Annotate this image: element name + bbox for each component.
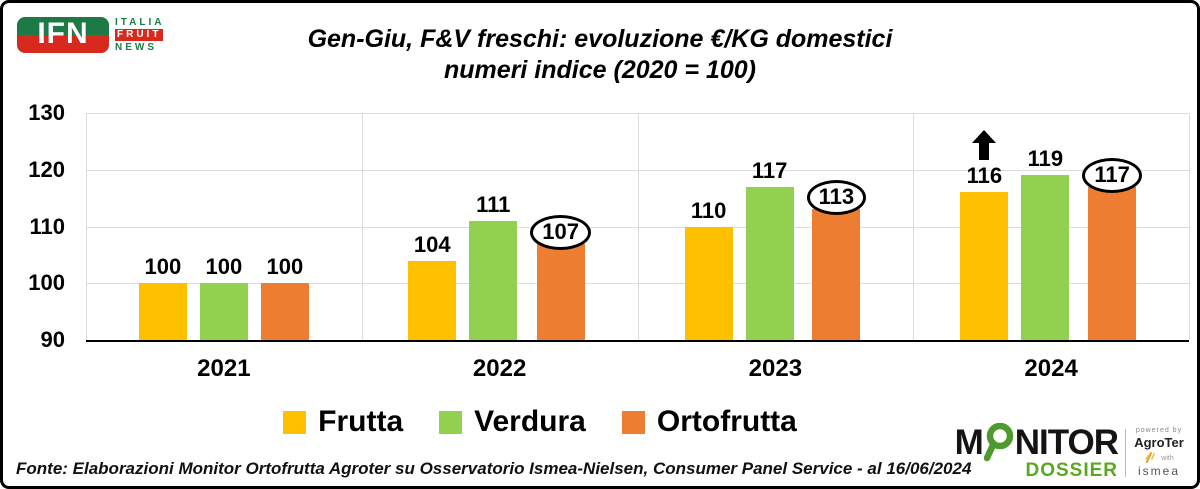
bar-label: 100 xyxy=(144,254,182,280)
bar-wrap: 116 xyxy=(960,113,1009,340)
monitor-wordmark: M NITOR DOSSIER xyxy=(954,422,1119,482)
up-arrow-icon xyxy=(972,130,997,161)
magnifier-icon xyxy=(983,422,1014,463)
gridline-v xyxy=(637,113,639,340)
bar-label-circled: 107 xyxy=(530,214,591,250)
bar-verdura-2023 xyxy=(745,186,794,340)
bar-ortofrutta-2023 xyxy=(812,209,861,340)
with-label: with xyxy=(1161,455,1174,462)
bar-label: 110 xyxy=(690,197,727,223)
x-axis-label: 2024 xyxy=(1024,355,1078,382)
bar-group-2022: 104 111 107 xyxy=(362,113,638,340)
powered-by-block: powered by AgroTer with ismea xyxy=(1133,427,1185,478)
ifn-italia-label: ITALIA xyxy=(115,17,165,28)
bar-wrap: 113 xyxy=(806,113,867,340)
bar-groups: 100 100 100 104 111 107 110 117 113 116 119 117 xyxy=(86,113,1189,340)
chart-title-line1: Gen-Giu, F&V freschi: evoluzione €/KG do… xyxy=(307,25,893,53)
bar-ortofrutta-2021 xyxy=(260,283,309,340)
bar-ortofrutta-2022 xyxy=(536,243,585,340)
x-axis-labels: 2021 2022 2023 2024 xyxy=(86,355,1189,383)
bar-wrap: 117 xyxy=(1082,113,1142,340)
ifn-news-label: NEWS xyxy=(115,42,157,53)
bar-wrap: 100 xyxy=(260,113,309,340)
bar-frutta-2024 xyxy=(960,192,1009,340)
wheat-icon xyxy=(1144,451,1157,463)
monitor-word-nitor: NITOR xyxy=(1014,423,1119,462)
bar-ortofrutta-2024 xyxy=(1088,186,1137,340)
legend-label: Frutta xyxy=(318,405,404,438)
ifn-badge-icon: IFN xyxy=(17,17,109,53)
bar-label: 100 xyxy=(266,254,304,280)
ismea-label: ismea xyxy=(1137,464,1180,478)
with-row: with xyxy=(1144,451,1174,463)
bar-frutta-2021 xyxy=(138,283,187,340)
bar-wrap: 100 xyxy=(199,113,248,340)
monitor-dossier-logo: M NITOR DOSSIER powered by AgroTer xyxy=(954,422,1185,482)
y-axis-label: 110 xyxy=(29,213,66,239)
y-axis-label: 90 xyxy=(40,327,65,352)
x-axis-label: 2021 xyxy=(197,355,251,382)
footer-source: Fonte: Elaborazioni Monitor Ortofrutta A… xyxy=(16,459,972,478)
legend-swatch xyxy=(439,410,463,434)
gridline-v xyxy=(361,113,363,340)
gridline-v xyxy=(913,113,915,340)
y-axis-labels: 130 120 110 100 90 xyxy=(19,100,65,353)
bar-verdura-2024 xyxy=(1021,175,1070,340)
bar-group-2021: 100 100 100 xyxy=(86,113,362,340)
chart-title: Gen-Giu, F&V freschi: evoluzione €/KG do… xyxy=(3,24,1197,86)
bar-label-circled: 117 xyxy=(1082,157,1142,193)
ifn-logo: IFN ITALIA FRUIT NEWS xyxy=(17,17,164,53)
y-axis-label: 100 xyxy=(28,270,65,296)
bar-wrap: 104 xyxy=(408,113,457,340)
chart-title-line2: numeri indice (2020 = 100) xyxy=(444,56,756,84)
bar-wrap: 107 xyxy=(530,113,591,340)
bar-frutta-2023 xyxy=(684,226,733,340)
x-axis-label: 2022 xyxy=(472,355,527,382)
bar-wrap: 110 xyxy=(684,113,733,340)
bar-wrap: 111 xyxy=(469,113,518,340)
legend: Frutta Verdura Ortofrutta xyxy=(3,405,1077,439)
bar-label: 119 xyxy=(1027,146,1064,172)
y-axis-label: 130 xyxy=(28,100,65,125)
legend-label: Verdura xyxy=(474,405,586,438)
legend-item-ortofrutta: Ortofrutta xyxy=(621,405,797,439)
legend-item-frutta: Frutta xyxy=(283,405,403,439)
legend-item-verdura: Verdura xyxy=(439,405,586,439)
ifn-logo-text: ITALIA FRUIT NEWS xyxy=(115,17,164,53)
bar-label: 100 xyxy=(205,254,243,280)
bar-label-circled: 113 xyxy=(806,180,867,216)
monitor-word-m: M xyxy=(954,423,984,462)
gridline-v xyxy=(86,113,87,340)
bar-group-2023: 110 117 113 xyxy=(638,113,914,340)
powered-by-label: powered by xyxy=(1135,427,1183,434)
logo-divider xyxy=(1125,428,1126,477)
dossier-label: DOSSIER xyxy=(1025,460,1118,481)
bar-frutta-2022 xyxy=(408,260,457,340)
bar-wrap: 117 xyxy=(745,113,794,340)
legend-label: Ortofrutta xyxy=(656,405,797,438)
plot-area: 100 100 100 104 111 107 110 117 113 116 119 117 xyxy=(86,113,1190,342)
bar-label: 117 xyxy=(751,157,788,183)
bar-group-2024: 116 119 117 xyxy=(913,113,1189,340)
monitor-word: M NITOR xyxy=(954,422,1119,463)
bar-label: 104 xyxy=(413,231,451,257)
bar-wrap: 100 xyxy=(138,113,187,340)
ifn-fruit-label: FRUIT xyxy=(115,29,164,41)
y-axis-label: 120 xyxy=(28,156,65,182)
bar-verdura-2022 xyxy=(469,220,518,340)
bar-wrap: 119 xyxy=(1021,113,1070,340)
bar-label: 111 xyxy=(476,191,511,217)
legend-swatch xyxy=(283,410,307,434)
gridline-v xyxy=(1189,113,1190,340)
legend-swatch xyxy=(621,410,645,434)
x-axis-label: 2023 xyxy=(748,355,803,382)
bar-verdura-2021 xyxy=(199,283,248,340)
bar-label: 116 xyxy=(966,163,1003,189)
agroter-label: AgroTer xyxy=(1134,435,1184,450)
